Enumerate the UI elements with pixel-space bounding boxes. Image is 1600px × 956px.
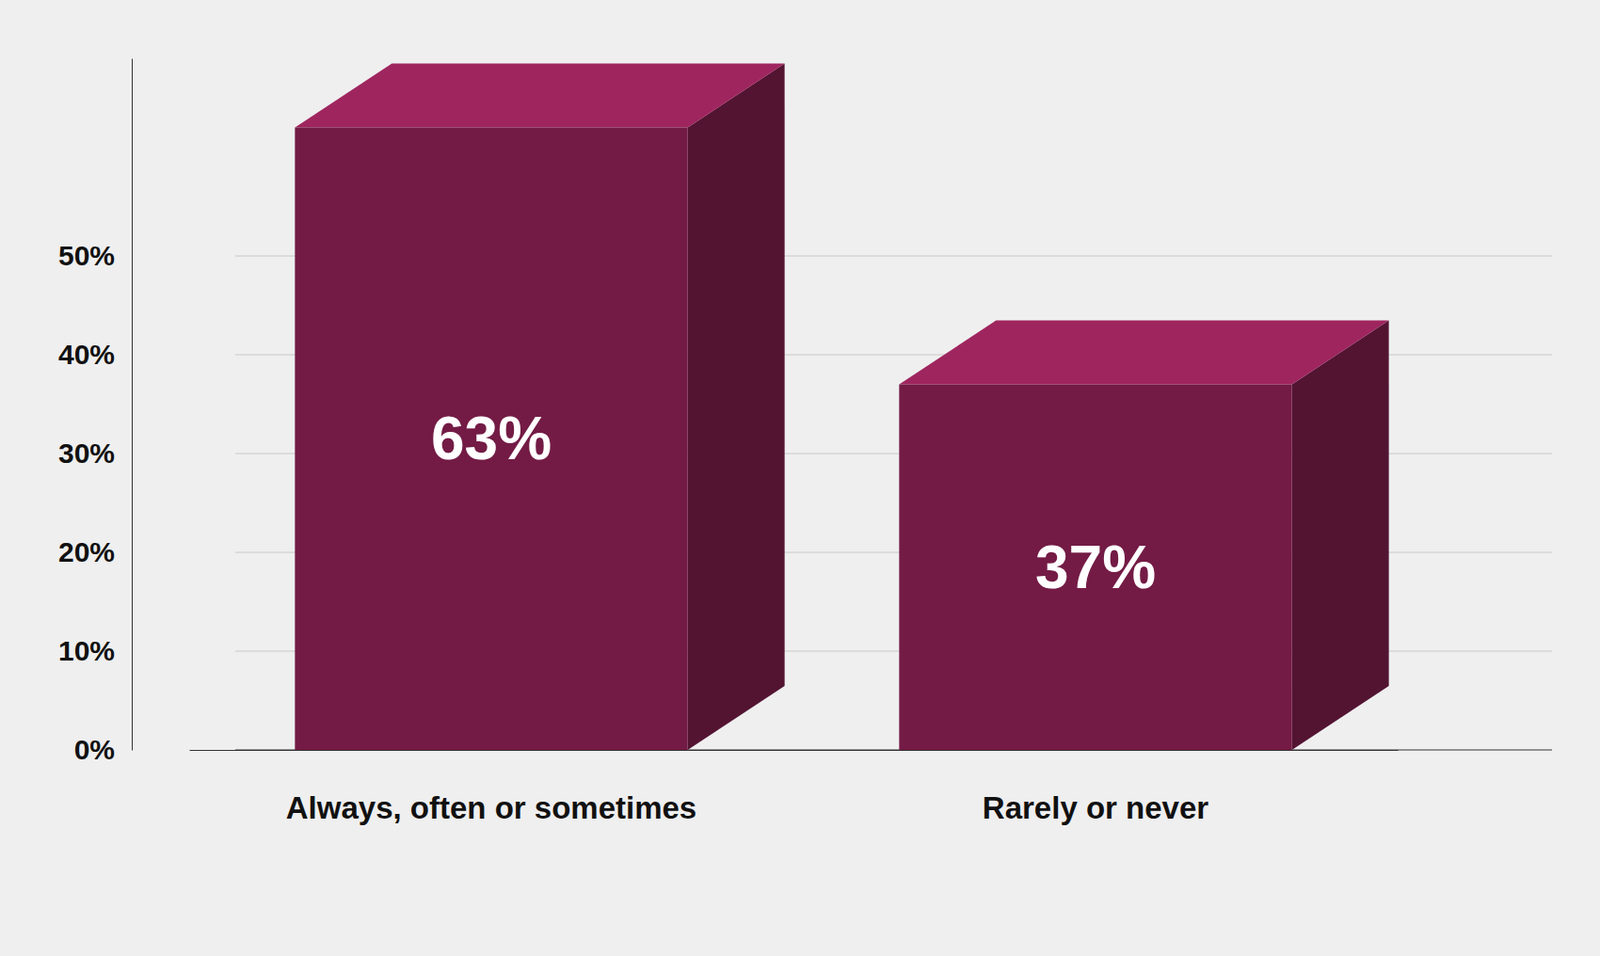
bar-top: [294, 64, 784, 128]
chart: 0% 10% 20% 30% 40% 50% Always, often or someti…: [0, 0, 1600, 956]
y-tick-label: 10%: [58, 635, 115, 667]
background: [0, 0, 1600, 956]
bar-top: [898, 320, 1389, 385]
x-axis: Always, often or sometimes Rarely or neve…: [190, 750, 1399, 826]
y-tick: 50%: [58, 240, 132, 272]
data-label: 63%: [431, 404, 552, 473]
data-label: 37%: [1035, 533, 1156, 602]
bar: [294, 128, 688, 752]
x-tick: Always, often or sometimes: [286, 750, 697, 826]
bar: [898, 384, 1292, 752]
data-labels: 63% 37%: [431, 404, 1156, 602]
y-tick: 10%: [58, 635, 132, 667]
y-tick: 30%: [58, 437, 132, 469]
y-tick-label: 0%: [74, 734, 115, 766]
bar-side: [688, 64, 785, 752]
x-axis-line: [190, 750, 1399, 752]
bar-side: [1292, 320, 1390, 752]
y-axis-line: [131, 59, 133, 752]
y-tick-label: 30%: [58, 437, 115, 469]
x-tick-label: Always, often or sometimes: [286, 790, 697, 826]
y-tick: 20%: [58, 536, 132, 568]
x-tick-label: Rarely or never: [982, 790, 1209, 826]
y-tick-label: 40%: [58, 338, 115, 370]
y-tick: 40%: [58, 338, 132, 370]
y-axis: 0% 10% 20% 30% 40% 50%: [58, 59, 133, 767]
y-tick: 0%: [74, 734, 132, 766]
y-tick-label: 50%: [58, 240, 115, 272]
x-tick: Rarely or never: [982, 750, 1209, 826]
y-tick-label: 20%: [58, 536, 115, 568]
bars: [294, 64, 1389, 752]
